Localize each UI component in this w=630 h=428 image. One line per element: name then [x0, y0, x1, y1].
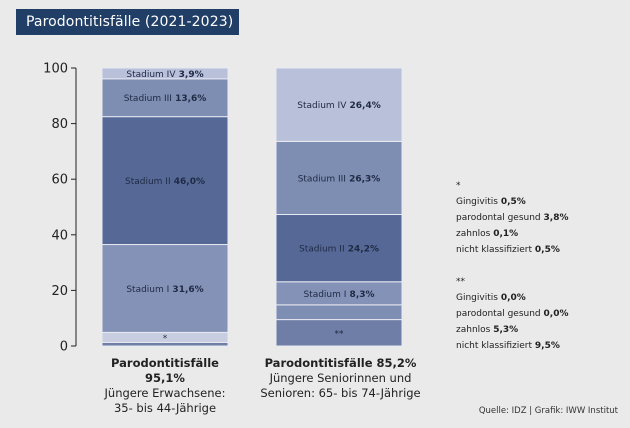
- bar-segment-stadium_i: [101, 244, 229, 333]
- footnote-2: ** Gingivitis 0,0% parodontal gesund 0,0…: [456, 274, 568, 354]
- footnote-row: zahnlos 0,1%: [456, 229, 519, 239]
- y-tick-label: 40: [51, 228, 68, 243]
- x-category-line2: Jüngere Erwachsene:: [104, 386, 226, 400]
- y-tick-label: 0: [60, 340, 68, 355]
- segment-label-stadium_iii: Stadium III 13,6%: [124, 94, 207, 104]
- bar-segment-stadium_ii: [101, 116, 229, 246]
- segment-label-stadium_ii: Stadium II 24,2%: [299, 245, 379, 255]
- footnote-row: zahnlos 5,3%: [456, 325, 519, 335]
- bar-segment-stadium_iii: [275, 140, 403, 216]
- y-tick-label: 60: [51, 173, 68, 188]
- y-tick-label: 20: [51, 284, 68, 299]
- bar-segment-stadium_iv: [275, 67, 403, 142]
- y-tick-label: 80: [51, 117, 68, 132]
- footnote-marker: **: [456, 277, 465, 287]
- segment-label-marker: **: [335, 329, 345, 339]
- source-credit: Quelle: IDZ | Grafik: IWW Institut: [478, 406, 618, 416]
- x-category-label-1: Parodontitisfälle 95,1% Jüngere Erwachse…: [90, 356, 240, 416]
- y-tick-label: 100: [43, 62, 68, 77]
- footnote-row: parodontal gesund 0,0%: [456, 309, 569, 319]
- segment-label-stadium_ii: Stadium II 46,0%: [125, 177, 205, 187]
- footnote-marker: *: [456, 181, 461, 191]
- y-axis: 0 20 40 60 80 100: [43, 62, 77, 355]
- footnote-1: * Gingivitis 0,5% parodontal gesund 3,8%…: [456, 178, 568, 258]
- bar-segment-other: [275, 304, 403, 321]
- footnote-row: nicht klassifiziert 0,5%: [456, 245, 560, 255]
- chart-title: Parodontitisfälle (2021-2023): [16, 9, 239, 35]
- footnote-row: Gingivitis 0,5%: [456, 197, 526, 207]
- segment-label-stadium_iii: Stadium III 26,3%: [298, 174, 381, 184]
- x-category-head-value: 85,2%: [376, 356, 417, 370]
- x-category-head-value: 95,1%: [145, 371, 185, 385]
- x-category-line3: Senioren: 65- bis 74-Jährige: [260, 386, 421, 400]
- segment-label-stadium_iv: Stadium IV 3,9%: [126, 70, 203, 80]
- x-category-line2: Jüngere Seniorinnen und: [269, 371, 412, 385]
- segment-label-stadium_i: Stadium I 31,6%: [126, 285, 203, 295]
- bar-stack-1: * Stadium I 31,6% Stadium II 46,0% Stadium …: [101, 67, 229, 347]
- footnote-row: Gingivitis 0,0%: [456, 293, 526, 303]
- bar-segment-stadium_iv: [101, 67, 229, 80]
- bars: * Stadium I 31,6% Stadium II 46,0% Stadium …: [101, 67, 403, 347]
- segment-label-marker: *: [163, 334, 168, 344]
- x-category-line3: 35- bis 44-Jährige: [113, 401, 217, 415]
- footnote-row: nicht klassifiziert 9,5%: [456, 341, 560, 351]
- x-category-label-2: Parodontitisfälle 85,2% Jüngere Seniorin…: [258, 356, 423, 401]
- x-category-head-label: Parodontitisfälle: [111, 356, 219, 370]
- bar-stack-2: ** Stadium I 8,3% Stadium II 24,2% Stadium …: [275, 67, 403, 347]
- footnote-row: parodontal gesund 3,8%: [456, 213, 569, 223]
- x-category-head-label: Parodontitisfälle: [264, 356, 373, 370]
- segment-label-stadium_iv: Stadium IV 26,4%: [297, 101, 380, 111]
- segment-label-stadium_i: Stadium I 8,3%: [303, 290, 374, 300]
- bar-segment-stadium_ii: [275, 214, 403, 283]
